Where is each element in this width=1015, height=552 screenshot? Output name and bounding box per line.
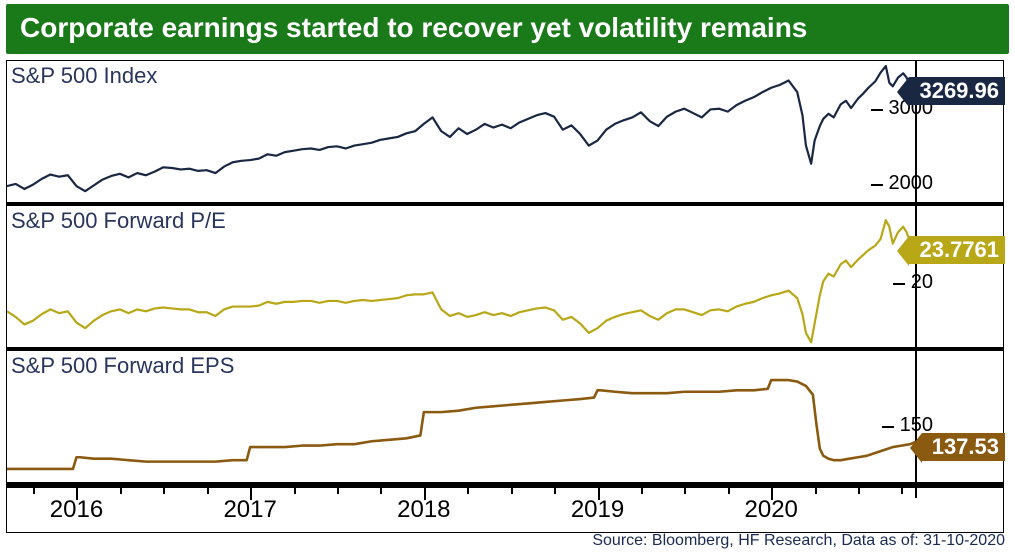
- xtick-minor: [858, 486, 860, 494]
- ytick: 2000: [889, 172, 934, 195]
- value-badge-pe: 23.7761: [909, 236, 1005, 264]
- ytick: 20: [911, 271, 933, 294]
- xtick-label: 2019: [571, 496, 624, 524]
- panel-label-eps: S&P 500 Forward EPS: [11, 353, 234, 379]
- xtick-minor: [337, 486, 339, 494]
- chart-title: Corporate earnings started to recover ye…: [6, 4, 1009, 54]
- xtick-minor: [815, 486, 817, 494]
- xtick-minor: [294, 486, 296, 494]
- xtick-label: 2016: [50, 496, 103, 524]
- xtick-minor: [380, 486, 382, 494]
- xtick-minor: [728, 486, 730, 494]
- panel-label-sp500: S&P 500 Index: [11, 63, 157, 89]
- panel-pe: S&P 500 Forward P/E 20 23.7761: [7, 206, 1003, 351]
- chart-panels: S&P 500 Index200030003269.96S&P 500 Forw…: [6, 60, 1004, 533]
- xtick-minor: [163, 486, 165, 494]
- xtick-minor: [641, 486, 643, 494]
- panel-eps: S&P 500 Forward EPS150137.53: [7, 351, 1003, 486]
- xtick-minor: [467, 486, 469, 494]
- xtick-minor: [120, 486, 122, 494]
- xtick-label: 2017: [223, 496, 276, 524]
- xtick-minor: [33, 486, 35, 494]
- x-axis: 2016 2017 2018 2019 2020: [7, 486, 1003, 532]
- axis-line: [915, 488, 917, 498]
- xtick-minor: [207, 486, 209, 494]
- value-badge-eps: 137.53: [922, 433, 1005, 461]
- panel-sp500: S&P 500 Index200030003269.96: [7, 61, 1003, 206]
- xtick-minor: [554, 486, 556, 494]
- xtick-minor: [511, 486, 513, 494]
- value-badge-sp500: 3269.96: [909, 77, 1005, 105]
- panel-label-pe: S&P 500 Forward P/E: [11, 208, 226, 234]
- xtick-label: 2018: [397, 496, 450, 524]
- xtick-label: 2020: [744, 496, 797, 524]
- xtick-minor: [901, 486, 903, 494]
- xtick-minor: [684, 486, 686, 494]
- source-note: Source: Bloomberg, HF Research, Data as …: [592, 532, 1005, 550]
